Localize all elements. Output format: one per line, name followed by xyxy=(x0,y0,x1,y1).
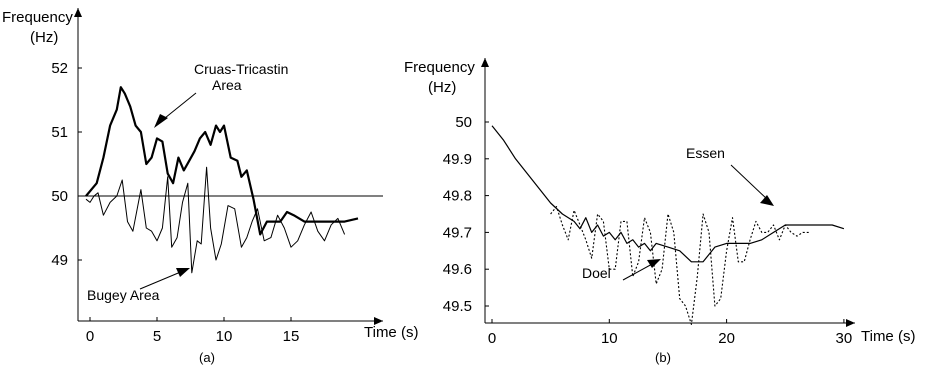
chart-panel-b: Frequency (Hz) Time (s) (b) Essen Doel 4… xyxy=(404,58,915,365)
x-tick-label-b: 10 xyxy=(601,330,618,347)
y-axis-unit-b: (Hz) xyxy=(428,79,456,96)
chart-panel-a: Frequency (Hz) Time (s) (a) Cruas-Tricas… xyxy=(2,8,418,365)
x-tick-label-a: 5 xyxy=(153,328,161,345)
annotation-bugey: Bugey Area xyxy=(87,287,160,303)
x-tick-label-a: 15 xyxy=(283,328,300,345)
arrow-essen xyxy=(730,164,769,201)
arrow-essen-head xyxy=(760,195,774,206)
x-tick-label-b: 0 xyxy=(488,330,496,347)
y-tick-label-b: 49.8 xyxy=(443,188,472,205)
y-tick-label-a: 52 xyxy=(51,60,68,77)
y-tick-label-b: 50 xyxy=(455,114,472,131)
arrow-bugey xyxy=(139,270,184,290)
x-tick-label-b: 30 xyxy=(836,330,853,347)
y-axis-arrowhead-a xyxy=(74,8,82,17)
y-axis-title-a: Frequency xyxy=(2,9,73,26)
annotation-arrows xyxy=(139,92,774,290)
y-tick-label-a: 49 xyxy=(51,252,68,269)
y-tick-label-b: 49.9 xyxy=(443,151,472,168)
y-tick-label-a: 51 xyxy=(51,124,68,141)
annotation-doel: Doel xyxy=(582,265,611,281)
annotation-cruas-line1: Cruas-Tricastin xyxy=(194,61,288,77)
y-axis-arrowhead-b xyxy=(481,58,489,67)
arrow-bugey-head xyxy=(176,268,190,277)
y-tick-label-b: 49.6 xyxy=(443,261,472,278)
y-tick-label-b: 49.7 xyxy=(443,224,472,241)
arrow-cruas-head xyxy=(154,114,168,128)
annotation-essen: Essen xyxy=(686,145,725,161)
x-axis-arrowhead-a xyxy=(374,317,383,325)
x-tick-label-a: 0 xyxy=(86,328,94,345)
y-axis-unit-a: (Hz) xyxy=(30,29,58,46)
x-axis-arrowhead-b xyxy=(846,319,855,327)
arrow-doel-head xyxy=(647,259,661,268)
x-tick-label-a: 10 xyxy=(216,328,233,345)
y-tick-label-a: 50 xyxy=(51,188,68,205)
x-axis-title-b: Time (s) xyxy=(861,328,915,345)
x-axis-title-a: Time (s) xyxy=(364,324,418,341)
annotation-cruas-line2: Area xyxy=(212,77,242,93)
panel-caption-a: (a) xyxy=(199,350,215,365)
series-line-b-2 xyxy=(550,206,809,325)
x-tick-label-b: 20 xyxy=(718,330,735,347)
y-tick-label-b: 49.5 xyxy=(443,298,472,315)
arrow-doel xyxy=(622,262,655,281)
series-line-b-1 xyxy=(491,125,845,263)
panel-caption-b: (b) xyxy=(655,350,671,365)
y-axis-title-b: Frequency xyxy=(404,59,475,76)
series-line-a-2 xyxy=(85,166,346,274)
series-line-a-1 xyxy=(85,86,359,236)
